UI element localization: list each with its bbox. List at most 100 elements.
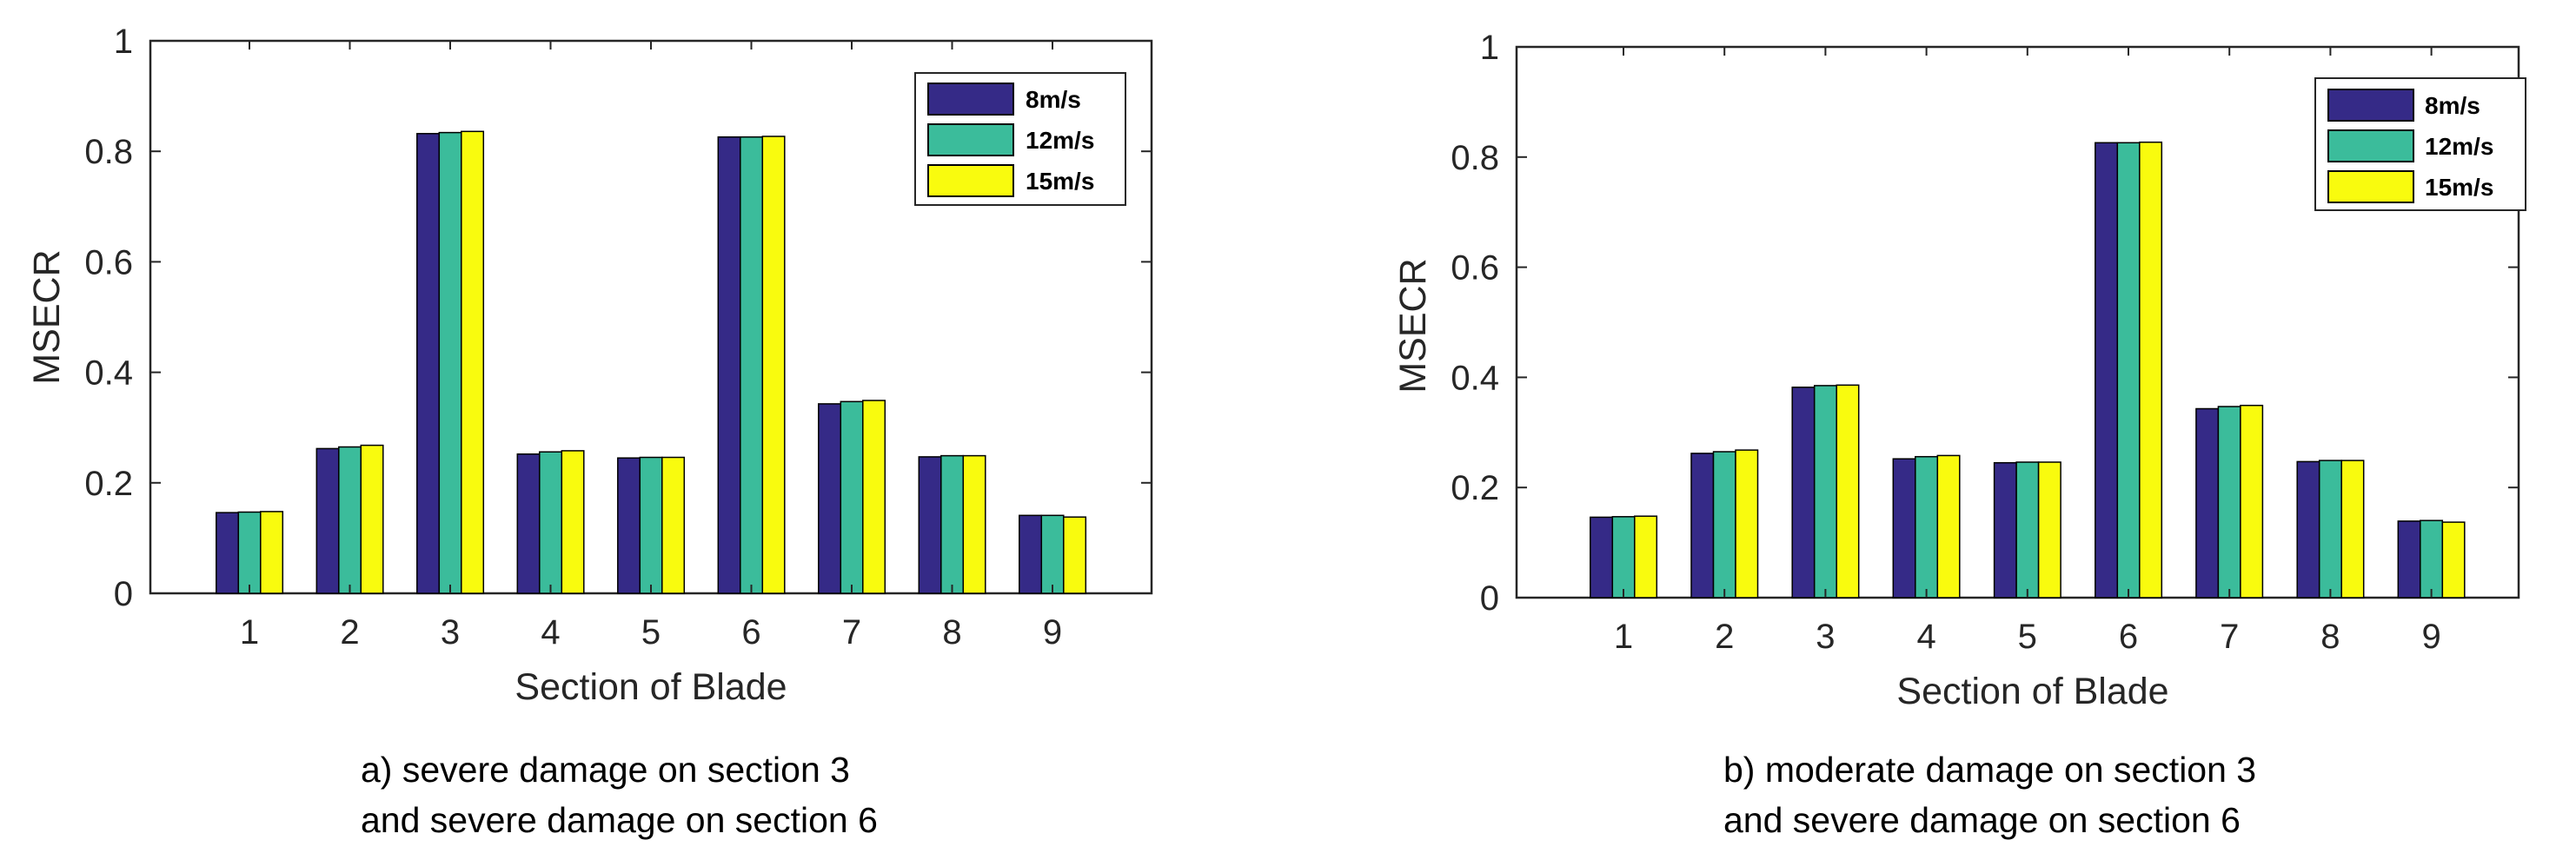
bar-a-section-7-15ms — [862, 400, 886, 594]
legend-label-12ms-a: 12m/s — [1026, 127, 1094, 154]
bar-a-section-4-15ms — [561, 450, 585, 594]
bar-a-section-2-8ms — [315, 447, 340, 594]
bar-b-section-3-8ms — [1791, 387, 1816, 599]
x-ticks-a: 1 2 3 4 5 6 7 8 9 — [240, 41, 1062, 652]
x-tick-label-b: 1 — [1614, 618, 1633, 656]
bar-b-section-6-12ms — [2116, 142, 2141, 599]
y-tick-label-a: 0.8 — [84, 133, 133, 171]
legend-label-8ms-a: 8m/s — [1026, 86, 1081, 113]
x-ticks-b: 1 2 3 4 5 6 7 8 9 — [1614, 47, 2441, 656]
legend-swatch-12ms-a — [927, 123, 1014, 156]
x-tick-label-a: 3 — [441, 613, 460, 652]
bar-b-section-9-12ms — [2420, 519, 2444, 599]
legend-swatch-8ms-a — [927, 83, 1014, 116]
bar-a-section-1-12ms — [237, 511, 262, 594]
bar-b-section-8-12ms — [2318, 460, 2342, 599]
caption-b-line2: and severe damage on section 6 — [1723, 800, 2241, 840]
bar-b-section-5-12ms — [2015, 461, 2040, 599]
x-tick-label-a: 2 — [340, 613, 359, 652]
bar-a-section-3-12ms — [438, 131, 462, 594]
y-ticks-b: 0 0.2 0.4 0.6 0.8 1 — [1451, 29, 2519, 618]
x-axis-label-b: Section of Blade — [1896, 671, 2168, 712]
bar-a-section-9-12ms — [1040, 514, 1065, 594]
caption-a-line1: a) severe damage on section 3 — [361, 750, 850, 790]
legend-a: 8m/s 12m/s 15m/s — [914, 72, 1126, 206]
y-tick-label-a: 1 — [114, 23, 133, 61]
bar-b-section-1-15ms — [1634, 515, 1658, 599]
bar-b-section-5-15ms — [2037, 461, 2061, 599]
y-tick-label-a: 0 — [114, 575, 133, 613]
bar-b-section-4-8ms — [1892, 458, 1916, 599]
x-tick-label-b: 4 — [1916, 618, 1935, 656]
y-tick-label-b: 1 — [1480, 29, 1499, 67]
bar-a-section-3-8ms — [416, 133, 441, 594]
x-tick-label-b: 9 — [2421, 618, 2440, 656]
y-tick-label-b: 0.6 — [1451, 249, 1499, 288]
x-tick-label-a: 4 — [541, 613, 560, 652]
legend-label-15ms-b: 15m/s — [2425, 174, 2493, 201]
legend-swatch-8ms-b — [2327, 89, 2414, 122]
x-tick-label-a: 6 — [741, 613, 760, 652]
bar-a-section-6-15ms — [761, 136, 786, 594]
bar-a-section-7-12ms — [840, 400, 864, 594]
bar-b-section-2-12ms — [1712, 451, 1736, 599]
bar-a-section-8-12ms — [940, 454, 965, 594]
x-tick-label-b: 7 — [2220, 618, 2239, 656]
bar-a-section-7-8ms — [818, 403, 842, 594]
bar-a-section-6-8ms — [717, 136, 741, 594]
bar-a-section-2-12ms — [338, 446, 362, 594]
bar-a-section-5-12ms — [639, 456, 663, 594]
legend-label-12ms-b: 12m/s — [2425, 133, 2493, 160]
bar-a-section-5-15ms — [661, 456, 686, 594]
y-axis-label-a: MSECR — [26, 249, 68, 384]
legend-swatch-12ms-b — [2327, 129, 2414, 162]
x-tick-label-b: 3 — [1816, 618, 1835, 656]
bar-b-section-7-8ms — [2195, 407, 2220, 599]
bar-a-section-8-15ms — [962, 454, 986, 594]
bar-b-section-7-12ms — [2217, 406, 2241, 599]
x-axis-label-a: Section of Blade — [515, 666, 787, 708]
x-tick-label-b: 6 — [2119, 618, 2138, 656]
legend-swatch-15ms-b — [2327, 170, 2414, 203]
chart-b: 0 0.2 0.4 0.6 0.8 1 1 2 3 4 5 6 7 8 9 Section of Blad… — [1392, 29, 2526, 712]
bar-b-section-9-15ms — [2441, 521, 2466, 599]
bar-a-section-4-12ms — [539, 451, 563, 594]
bar-b-section-5-8ms — [1993, 461, 2017, 599]
caption-a: a) severe damage on section 3 and severe… — [361, 744, 878, 845]
legend-label-15ms-a: 15m/s — [1026, 168, 1094, 195]
bars-b — [1590, 141, 2466, 599]
bar-b-section-7-15ms — [2240, 404, 2264, 599]
y-ticks-a: 0 0.2 0.4 0.6 0.8 1 — [84, 23, 1152, 613]
legend-b: 8m/s 12m/s 15m/s — [2314, 77, 2526, 211]
y-tick-label-a: 0.2 — [84, 465, 133, 503]
bar-a-section-9-8ms — [1019, 514, 1043, 594]
bar-b-section-3-15ms — [1836, 384, 1860, 599]
caption-a-line2: and severe damage on section 6 — [361, 800, 878, 840]
x-tick-label-a: 8 — [942, 613, 961, 652]
y-tick-label-a: 0.4 — [84, 354, 133, 393]
legend-label-8ms-b: 8m/s — [2425, 92, 2480, 119]
bar-b-section-4-15ms — [1936, 454, 1961, 599]
y-tick-label-b: 0 — [1480, 579, 1499, 618]
bar-b-section-1-12ms — [1611, 516, 1636, 599]
y-tick-label-b: 0.4 — [1451, 359, 1499, 397]
bar-a-section-9-15ms — [1063, 516, 1087, 594]
bar-a-section-1-15ms — [260, 511, 284, 594]
bar-b-section-2-15ms — [1735, 449, 1759, 599]
chart-a: 0 0.2 0.4 0.6 0.8 1 1 2 3 4 5 6 7 8 9 Section of Blad… — [26, 23, 1153, 708]
bar-b-section-6-8ms — [2095, 142, 2119, 599]
y-tick-label-a: 0.6 — [84, 243, 133, 281]
legend-swatch-15ms-a — [927, 164, 1014, 197]
bar-b-section-9-8ms — [2397, 520, 2421, 599]
y-tick-label-b: 0.2 — [1451, 469, 1499, 507]
bar-b-section-1-8ms — [1590, 516, 1614, 599]
bar-b-section-6-15ms — [2139, 141, 2163, 599]
bar-b-section-8-8ms — [2296, 460, 2320, 599]
bar-b-section-4-12ms — [1915, 455, 1939, 599]
caption-b: b) moderate damage on section 3 and seve… — [1723, 744, 2256, 845]
bar-b-section-3-12ms — [1813, 385, 1837, 599]
x-tick-label-b: 2 — [1715, 618, 1734, 656]
x-tick-label-b: 8 — [2320, 618, 2340, 656]
x-tick-label-a: 5 — [641, 613, 661, 652]
